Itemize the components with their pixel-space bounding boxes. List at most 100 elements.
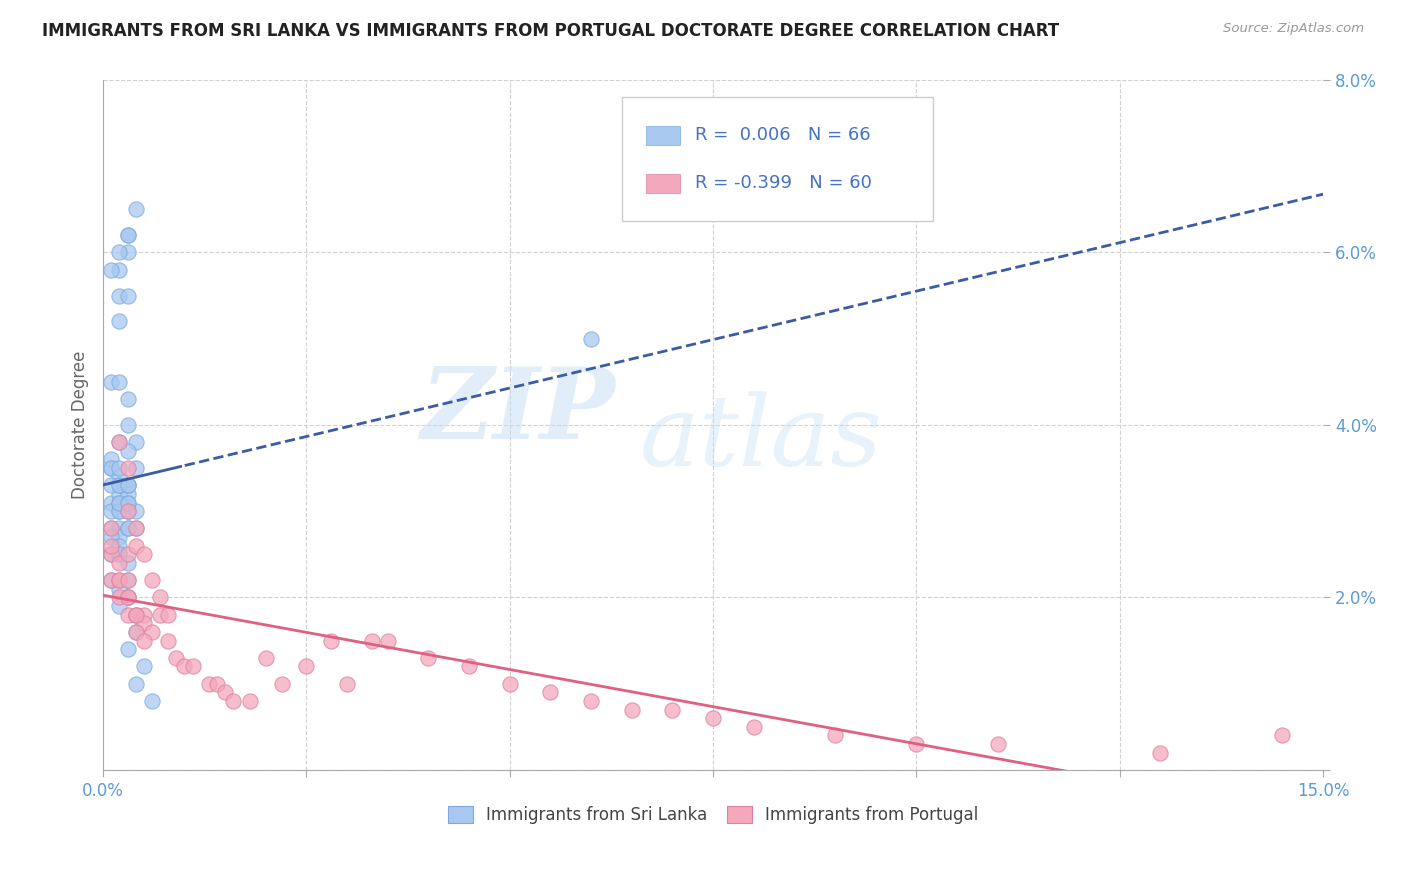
Point [108, 469, 131, 483]
Point [117, 607, 139, 622]
Point [905, 737, 928, 751]
Point [117, 521, 139, 535]
Point [540, 685, 562, 699]
Point [108, 547, 131, 561]
Point [181, 659, 204, 673]
Point [742, 720, 765, 734]
Point [100, 375, 122, 389]
Point [132, 607, 155, 622]
Point [336, 677, 359, 691]
Point [117, 443, 139, 458]
Point [377, 633, 399, 648]
Text: R =  0.006   N = 66: R = 0.006 N = 66 [695, 126, 870, 145]
Point [124, 521, 146, 535]
Point [124, 461, 146, 475]
Point [117, 228, 139, 243]
Point [124, 607, 146, 622]
Point [117, 642, 139, 657]
Point [108, 530, 131, 544]
Point [124, 625, 146, 640]
Point [165, 651, 187, 665]
Point [100, 461, 122, 475]
Y-axis label: Doctorate Degree: Doctorate Degree [72, 351, 89, 500]
Point [117, 573, 139, 587]
Point [360, 633, 382, 648]
Point [108, 478, 131, 492]
Point [987, 737, 1010, 751]
Point [173, 659, 195, 673]
Point [824, 729, 846, 743]
Text: R = -0.399   N = 60: R = -0.399 N = 60 [695, 175, 872, 193]
Point [141, 625, 163, 640]
Point [100, 573, 122, 587]
Point [117, 521, 139, 535]
Point [295, 659, 318, 673]
Point [124, 625, 146, 640]
Point [100, 521, 122, 535]
Point [108, 582, 131, 596]
Point [108, 591, 131, 605]
Point [117, 487, 139, 501]
Point [108, 539, 131, 553]
Legend: Immigrants from Sri Lanka, Immigrants from Portugal: Immigrants from Sri Lanka, Immigrants fr… [447, 805, 979, 824]
Point [149, 607, 172, 622]
Point [661, 703, 683, 717]
Point [108, 245, 131, 260]
Point [117, 504, 139, 518]
Point [579, 694, 602, 708]
Point [124, 607, 146, 622]
Point [238, 694, 260, 708]
Point [100, 504, 122, 518]
Point [117, 504, 139, 518]
Point [108, 288, 131, 302]
Point [117, 504, 139, 518]
Point [108, 375, 131, 389]
Point [1271, 729, 1294, 743]
Bar [645, 126, 681, 145]
Point [108, 487, 131, 501]
Point [271, 677, 294, 691]
Point [108, 547, 131, 561]
Point [100, 530, 122, 544]
Point [117, 573, 139, 587]
Point [108, 435, 131, 450]
Point [100, 539, 122, 553]
Point [108, 495, 131, 509]
Point [620, 703, 643, 717]
Point [132, 659, 155, 673]
Point [157, 633, 180, 648]
Point [319, 633, 342, 648]
Point [205, 677, 228, 691]
Point [117, 245, 139, 260]
Point [117, 392, 139, 406]
Point [117, 461, 139, 475]
Bar [645, 174, 681, 194]
Point [108, 461, 131, 475]
Text: IMMIGRANTS FROM SRI LANKA VS IMMIGRANTS FROM PORTUGAL DOCTORATE DEGREE CORRELATI: IMMIGRANTS FROM SRI LANKA VS IMMIGRANTS … [42, 22, 1059, 40]
Point [124, 435, 146, 450]
Point [214, 685, 236, 699]
Point [108, 495, 131, 509]
Point [117, 495, 139, 509]
Point [108, 556, 131, 570]
Point [458, 659, 481, 673]
FancyBboxPatch shape [621, 97, 932, 221]
Point [124, 607, 146, 622]
Point [100, 573, 122, 587]
Point [108, 504, 131, 518]
Text: ZIP: ZIP [420, 363, 616, 459]
Point [108, 504, 131, 518]
Point [117, 478, 139, 492]
Text: atlas: atlas [640, 391, 883, 486]
Point [108, 599, 131, 614]
Point [117, 591, 139, 605]
Point [117, 547, 139, 561]
Point [418, 651, 440, 665]
Point [141, 573, 163, 587]
Point [108, 573, 131, 587]
Point [222, 694, 245, 708]
Point [141, 694, 163, 708]
Point [117, 556, 139, 570]
Point [108, 262, 131, 277]
Point [499, 677, 522, 691]
